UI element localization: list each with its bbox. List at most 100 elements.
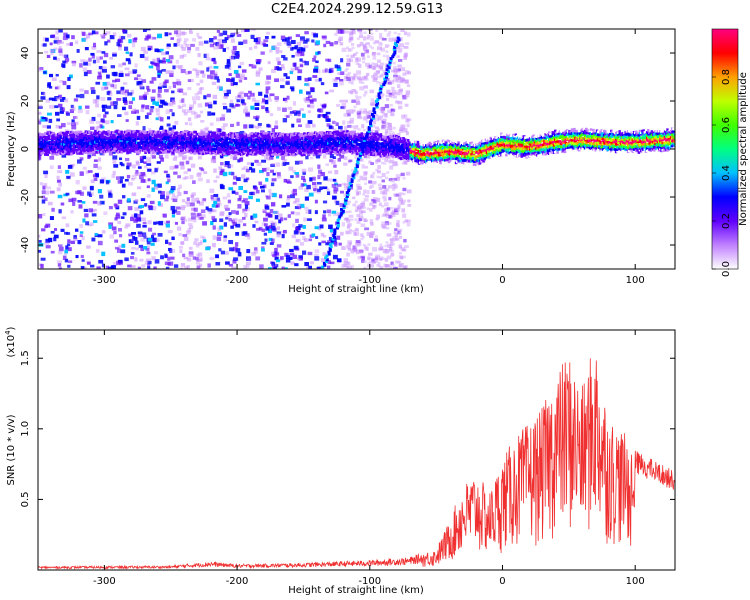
spectrogram-noise-cell — [363, 266, 367, 269]
spectrogram-noise-cell — [381, 73, 385, 76]
spectrogram-ridge-cell — [67, 135, 71, 139]
spectrogram-noise-cell — [48, 237, 53, 243]
spectrogram-ridge-cell — [86, 139, 90, 143]
spectrogram-noise-cell — [318, 169, 323, 174]
spectrogram-noise-cell — [344, 78, 348, 82]
spectrogram-noise-cell — [119, 157, 123, 161]
spectrogram-noise-cell — [82, 186, 87, 190]
spectrogram-noise-cell — [354, 200, 358, 204]
spectrogram-noise-cell — [159, 127, 164, 131]
spectrogram-noise-cell — [337, 29, 343, 34]
spectrogram-noise-cell — [112, 170, 116, 175]
spectrogram-noise-cell — [127, 264, 132, 268]
spectrogram-noise-cell — [252, 213, 258, 218]
spectrogram-noise-cell — [283, 158, 288, 163]
spectrogram-noise-cell — [99, 56, 103, 60]
spectrogram-noise-cell — [355, 51, 359, 55]
spectrogram-noise-cell — [38, 155, 42, 160]
spectrogram-ridge-cell — [285, 151, 288, 154]
spectrogram-noise-cell — [110, 65, 116, 69]
spectrogram-noise-cell — [382, 54, 386, 58]
spectrogram-noise-cell — [268, 267, 272, 269]
spectrogram-ridge-cell — [76, 131, 79, 135]
spectrogram-noise-cell — [332, 78, 337, 82]
spectrogram-noise-cell — [137, 231, 143, 235]
spectrogram-ridge-cell — [101, 143, 104, 147]
spectrogram-noise-cell — [118, 245, 122, 248]
spectrogram-noise-cell — [144, 203, 148, 207]
spectrogram-ridge-cell — [313, 148, 317, 152]
spectrogram-noise-cell — [363, 171, 368, 176]
spectrogram-noise-cell — [318, 242, 322, 246]
spectrogram-ridge-cell — [128, 136, 132, 139]
spectrogram-noise-cell — [153, 221, 157, 225]
spectrogram-noise-cell — [38, 131, 41, 135]
spectrogram-noise-cell — [263, 39, 269, 43]
spectrogram-noise-cell — [88, 32, 93, 36]
spectrogram-noise-cell — [348, 38, 352, 43]
spectrogram-ridge-cell — [51, 153, 54, 156]
spectrogram-ridge-cell — [71, 137, 75, 141]
spectrogram-noise-cell — [97, 166, 102, 170]
spectrogram-ridge-cell — [53, 145, 57, 148]
spectrogram-noise-cell — [393, 39, 398, 43]
spectrogram-noise-cell — [398, 260, 402, 264]
spectrogram-noise-cell — [376, 69, 380, 73]
spectrogram-noise-cell — [151, 179, 156, 185]
spectrogram-noise-cell — [302, 39, 308, 44]
spectrogram-noise-cell — [314, 210, 318, 215]
spectrogram-noise-cell — [320, 258, 326, 263]
spectrogram-noise-cell — [257, 123, 262, 126]
spectrogram-ridge-cell — [140, 132, 144, 135]
spectrogram-noise-cell — [38, 239, 42, 243]
spectrogram-noise-cell — [245, 206, 250, 212]
spectrogram-noise-cell — [349, 31, 354, 35]
spectrogram-noise-cell — [258, 91, 263, 96]
spectrogram-noise-cell — [49, 165, 54, 170]
spectrogram-noise-cell — [291, 46, 297, 50]
spectrogram-noise-cell — [404, 245, 409, 248]
spectrogram-noise-cell — [216, 29, 220, 33]
spectrogram-noise-cell — [244, 204, 249, 209]
spectrogram-noise-cell — [333, 164, 337, 168]
spectrogram-noise-cell — [364, 165, 368, 169]
spectrogram-ridge-cell — [206, 142, 210, 146]
spectrogram-noise-cell — [285, 81, 290, 85]
spectrogram-noise-cell — [312, 75, 318, 78]
spectrogram-noise-cell — [336, 67, 342, 72]
spectrogram-noise-cell — [298, 186, 304, 190]
spectrogram-noise-cell — [374, 117, 379, 122]
spectrogram-noise-cell — [38, 106, 43, 109]
spectrogram-noise-cell — [117, 227, 122, 232]
spectrogram-noise-cell — [363, 44, 367, 49]
spectrogram-noise-cell — [211, 215, 216, 220]
spectrogram-ridge-cell — [65, 133, 69, 136]
spectrogram-noise-cell — [170, 256, 175, 260]
spectrogram-noise-cell — [403, 31, 407, 36]
spectrogram-noise-cell — [101, 263, 105, 268]
spectrogram-noise-cell — [69, 42, 73, 46]
spectrogram-noise-cell — [355, 62, 359, 65]
spectrogram-noise-cell — [188, 122, 193, 126]
spectrogram-noise-cell — [258, 226, 263, 231]
spectrogram-noise-cell — [252, 224, 256, 228]
spectrogram-ridge-cell — [86, 151, 90, 155]
spectrogram-noise-cell — [230, 225, 234, 229]
spectrogram-ridge-cell — [133, 129, 137, 133]
spectrogram-noise-cell — [186, 197, 190, 202]
spectrogram-noise-cell — [127, 198, 131, 202]
spectrogram-ridge-cell — [46, 153, 49, 157]
spectrogram-noise-cell — [178, 106, 183, 109]
spectrogram-noise-cell — [347, 248, 352, 251]
spectrogram-ridge-cell — [169, 132, 172, 135]
spectrogram-noise-cell — [282, 160, 286, 164]
spectrogram-noise-cell — [228, 66, 232, 71]
spectrogram-noise-cell — [339, 42, 344, 46]
spectrogram-noise-cell — [371, 180, 377, 185]
spectrogram-noise-cell — [64, 54, 69, 58]
spectrogram-noise-cell — [130, 177, 135, 181]
spectrogram-noise-cell — [360, 203, 365, 208]
spectrogram-noise-cell — [189, 31, 193, 34]
spectrogram-ridge-cell — [193, 152, 196, 155]
spectrogram-ridge-cell — [220, 144, 224, 148]
